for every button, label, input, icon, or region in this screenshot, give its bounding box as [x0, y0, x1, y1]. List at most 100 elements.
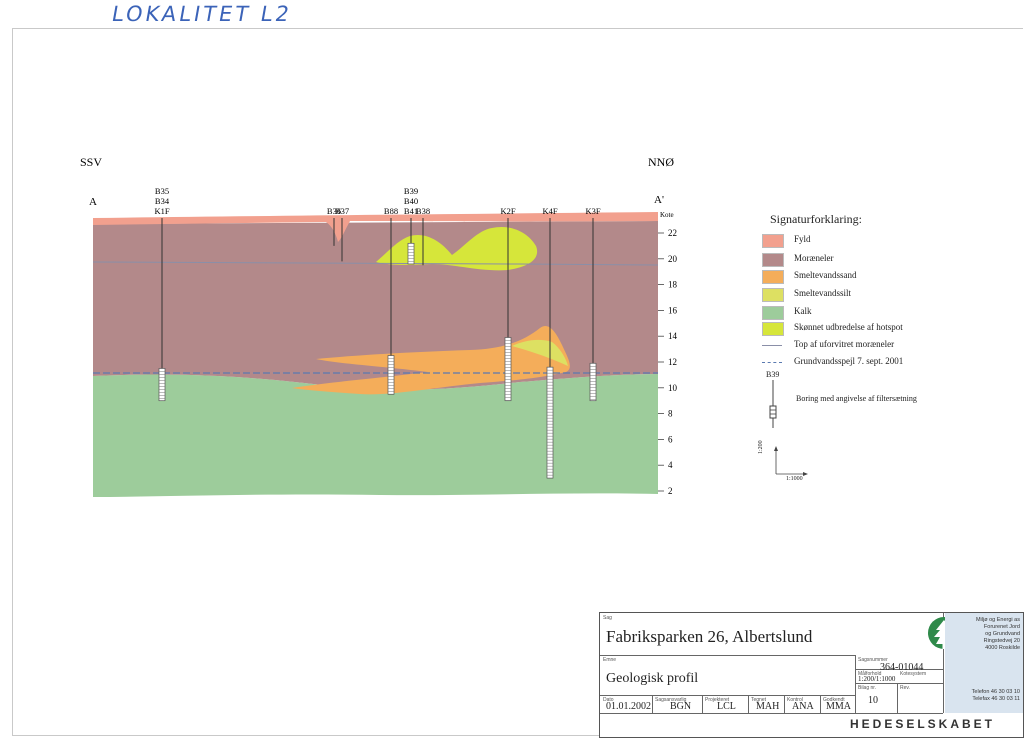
profile-end-right: A' [654, 194, 664, 206]
legend-title: Signaturforklaring: [770, 212, 862, 226]
borehole-screen [387, 355, 395, 395]
tb-kontrol-label: Kontrol [787, 697, 803, 703]
tb-godkendt: MMA [826, 701, 852, 712]
drawing-sheet-frame [12, 28, 1023, 736]
layer-kalk [93, 374, 658, 497]
tb-maalestok-label: Målforhold [858, 671, 882, 677]
tb-dato-label: Dato [603, 697, 614, 703]
borehole-label: K2F [500, 206, 515, 216]
borehole-label: B35 [155, 186, 169, 196]
borehole-screen [504, 337, 512, 402]
tb-sagsnummer-label: Sagsnummer [858, 657, 888, 663]
borehole-label: B88 [384, 206, 398, 216]
legend-swatch [762, 322, 784, 336]
borehole-label: B37 [335, 206, 349, 216]
legend-label: Fyld [794, 234, 811, 244]
elevation-tick-label: 4 [668, 460, 673, 470]
borehole-label: B40 [404, 196, 418, 206]
company-phone: Telefon 46 30 03 10 [971, 689, 1020, 695]
borehole-label: B36 [327, 206, 341, 216]
profile-end-left: A [89, 196, 97, 208]
legend-swatch [762, 253, 784, 267]
legend-label: Smeltevandssilt [794, 288, 851, 298]
elevation-axis: Kote 22 20 18 16 14 12 10 8 6 4 2 [658, 211, 678, 496]
tb-sagsnummer: 364-01044 [880, 662, 924, 673]
elevation-tick-label: 18 [668, 280, 678, 290]
legend-label: Grundvandsspejl 7. sept. 2001 [794, 356, 904, 366]
company-name: HEDESELSKABET [850, 717, 996, 731]
borehole-label: B41 [404, 206, 418, 216]
scale-horizontal-label: 1:1000 [786, 476, 803, 482]
company-info-line: og Grundvand [985, 631, 1020, 637]
scale-vertical-label: 1:200 [758, 440, 764, 454]
borehole-screen [546, 366, 554, 479]
elevation-tick-label: 20 [668, 254, 678, 264]
tb-godkendt-label: Godkendt [823, 697, 845, 703]
company-info-line: Forurenet Jord [983, 624, 1020, 630]
legend-line-sample [762, 345, 782, 346]
legend-borehole-symbol [769, 380, 777, 428]
elevation-tick-label: 14 [668, 331, 678, 341]
elevation-tick-label: 6 [668, 434, 673, 444]
legend-borehole-label: B39 [766, 370, 780, 379]
elevation-tick-label: 10 [668, 383, 678, 393]
company-info-line: Ringstedvej 20 [983, 638, 1020, 644]
legend-label: Kalk [794, 306, 812, 316]
borehole-label: B38 [416, 206, 430, 216]
title-block: Sag Fabriksparken 26, Albertslund Emne G… [599, 612, 1024, 738]
layer-smeltevandssilt [512, 339, 568, 366]
legend-line-sample [762, 362, 782, 363]
scale-indicator [774, 446, 808, 476]
tb-sagsansvarlig: BGN [670, 701, 692, 712]
legend-swatch [762, 270, 784, 284]
layer-smeltevandssand [292, 325, 570, 395]
tb-emne-label: Emne [603, 657, 617, 663]
tb-sagsansvarlig-label: Sagsansvarlig [655, 697, 687, 703]
tb-bilag-label: Bilag nr. [858, 685, 877, 691]
tb-tegnet-label: Tegnet [751, 697, 767, 703]
company-info-panel: Miljø og Energi as Forurenet Jord og Grund… [945, 613, 1023, 713]
borehole-screen [158, 368, 166, 402]
tb-kote-label: Kotesystem [900, 671, 927, 677]
tb-project-title: Fabriksparken 26, Albertslund [606, 627, 813, 646]
elevation-tick-label: 22 [668, 228, 677, 238]
legend-label: Moræneler [794, 253, 834, 263]
tb-kontrol: ANA [792, 701, 814, 712]
legend-swatch [762, 234, 784, 248]
elevation-tick-label: 2 [668, 486, 673, 496]
layer-fyld [93, 212, 658, 242]
axis-title: Kote [660, 211, 674, 219]
direction-right: NNØ [648, 155, 674, 169]
tb-bilag: 10 [868, 695, 878, 706]
borehole-label: K4F [542, 206, 557, 216]
tb-projekteret-label: Projekteret [705, 697, 730, 703]
tb-projekteret: LCL [717, 701, 736, 712]
legend-swatch [762, 306, 784, 320]
borehole-label: B34 [155, 196, 170, 206]
tb-sag-label: Sag [603, 615, 612, 621]
legend-label: Smeltevandssand [794, 270, 857, 280]
elevation-tick-label: 12 [668, 357, 677, 367]
layer-hotspot-upper [376, 226, 538, 271]
tb-subject: Geologisk profil [606, 671, 699, 686]
tb-maalestok: 1:200/1:1000 [858, 675, 896, 683]
borehole-label: B39 [404, 186, 418, 196]
legend-swatch [762, 288, 784, 302]
legend-label: Skønnet udbredelse af hotspot [794, 322, 903, 332]
company-info-line: Miljø og Energi as [975, 617, 1020, 623]
legend-borehole-note: Boring med angivelse af filtersætning [796, 394, 917, 403]
direction-left: SSV [80, 155, 102, 169]
borehole-screen [407, 242, 415, 265]
company-info-line: 4000 Roskilde [985, 645, 1020, 651]
elevation-tick-label: 8 [668, 409, 673, 419]
tb-tegnet: MAH [756, 701, 780, 712]
tb-rev-label: Rev. [900, 685, 910, 691]
borehole-label: K3F [585, 206, 600, 216]
legend-label: Top af uforvitret moræneler [794, 339, 895, 349]
borehole-screen [589, 362, 597, 402]
tb-dato: 01.01.2002 [606, 701, 651, 712]
borehole-label: K1F [154, 206, 169, 216]
elevation-tick-label: 16 [668, 305, 678, 315]
